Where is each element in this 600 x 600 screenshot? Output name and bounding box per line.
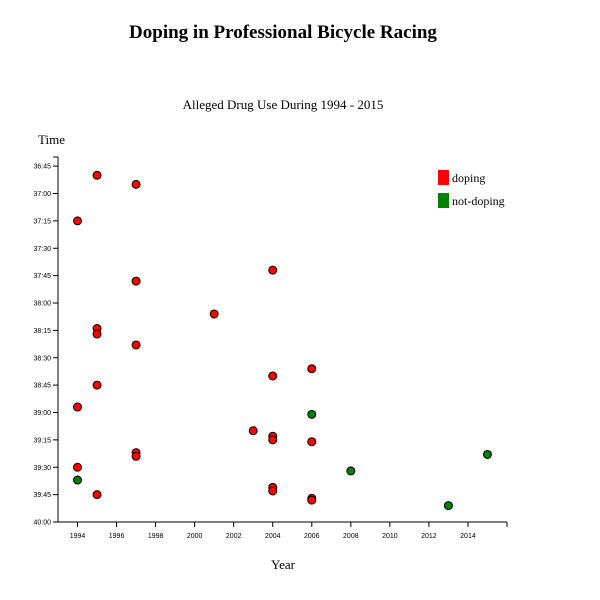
point-doping xyxy=(268,486,278,496)
point-doping xyxy=(73,402,83,412)
point-doping xyxy=(73,216,83,226)
legend-label-doping: doping xyxy=(452,171,485,185)
x-tick-label: 2004 xyxy=(265,533,281,540)
point-doping xyxy=(268,435,278,445)
x-tick-label: 1996 xyxy=(109,533,125,540)
data-points xyxy=(73,170,492,511)
y-tick-label: 38:00 xyxy=(33,301,51,308)
y-tick-label: 37:45 xyxy=(33,273,51,280)
point-doping xyxy=(131,276,141,286)
point-doping xyxy=(268,265,278,275)
y-tick-label: 39:30 xyxy=(33,465,51,472)
y-tick-label: 38:15 xyxy=(33,328,51,335)
x-axis: 1994 1996 1998 2000 2002 2004 2006 2008 2010 2012… xyxy=(58,521,508,540)
y-tick-label: 37:30 xyxy=(33,246,51,253)
chart-title: Doping in Professional Bicycle Racing xyxy=(129,22,437,43)
x-tick-label: 2012 xyxy=(421,533,437,540)
point-not-doping xyxy=(307,409,317,419)
x-axis-label: Year xyxy=(271,557,295,572)
x-tick-label: 2002 xyxy=(226,533,242,540)
point-not-doping xyxy=(482,449,492,459)
legend-label-not-doping: not-doping xyxy=(452,194,505,208)
point-doping xyxy=(131,451,141,461)
y-tick-label: 38:30 xyxy=(33,355,51,362)
y-tick-label: 37:15 xyxy=(33,218,51,225)
point-doping xyxy=(131,179,141,189)
point-doping xyxy=(73,462,83,472)
legend: doping not-doping xyxy=(438,170,505,208)
point-doping xyxy=(92,490,102,500)
x-tick-label: 1998 xyxy=(148,533,164,540)
y-tick-label: 39:15 xyxy=(33,437,51,444)
point-not-doping xyxy=(443,501,453,511)
y-tick-label: 39:00 xyxy=(33,410,51,417)
point-doping xyxy=(268,371,278,381)
x-tick-label: 2014 xyxy=(460,533,476,540)
x-tick-label: 1994 xyxy=(70,533,86,540)
y-tick-label: 38:45 xyxy=(33,383,51,390)
legend-swatch-not-doping xyxy=(438,193,449,208)
point-doping xyxy=(131,340,141,350)
y-tick-label: 37:00 xyxy=(33,191,51,198)
y-tick-label: 39:45 xyxy=(33,492,51,499)
y-tick-label: 40:00 xyxy=(33,520,51,527)
legend-swatch-doping xyxy=(438,170,449,185)
y-tick-label: 36:45 xyxy=(33,164,51,171)
point-doping xyxy=(209,309,219,319)
point-not-doping xyxy=(346,466,356,476)
point-doping xyxy=(248,426,258,436)
point-doping xyxy=(92,329,102,339)
point-doping xyxy=(92,170,102,180)
x-tick-label: 2008 xyxy=(343,533,359,540)
y-axis-label: Time xyxy=(38,132,65,147)
point-not-doping xyxy=(73,475,83,485)
point-doping xyxy=(307,437,317,447)
chart-subtitle: Alleged Drug Use During 1994 - 2015 xyxy=(182,97,384,112)
point-doping xyxy=(307,364,317,374)
x-tick-label: 2010 xyxy=(382,533,398,540)
x-tick-label: 2006 xyxy=(304,533,320,540)
point-doping xyxy=(92,380,102,390)
point-doping xyxy=(307,495,317,505)
x-tick-label: 2000 xyxy=(187,533,203,540)
y-axis: 36:45 37:00 37:15 37:30 37:45 38:00 38:15 38:30… xyxy=(33,156,59,527)
